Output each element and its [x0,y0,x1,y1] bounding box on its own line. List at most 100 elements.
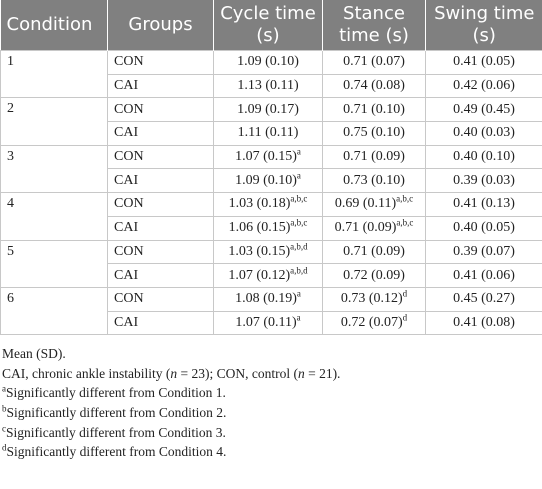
header-row: Condition Groups Cycle time (s) Stance time… [0,0,542,51]
value-text: 1.09 (0.10) [237,54,299,70]
superscript: a [296,312,301,323]
footnote-mark: a [2,383,6,394]
table-row: CAI 1.07 (0.12)a,b,d 0.72 (0.09) 0.41 (0.06… [1,263,542,288]
group-cell: CON [107,286,214,312]
table-body: 1 CON 1.09 (0.10) 0.71 (0.07) 0.41 (0.05) CAI… [0,49,542,336]
header-cell: Cycle time (s) [213,0,323,51]
value-text: 1.03 (0.18) [228,196,291,212]
value-text: 0.71 (0.09) [343,243,405,259]
footnote-text: Significantly different from Condition 3… [6,424,226,440]
value-text: 0.41 (0.05) [453,54,515,70]
header-cell: Groups [107,0,214,51]
value-cell: 0.71 (0.10) [322,97,426,123]
value-cell: 1.06 (0.15)a,b,c [213,215,323,241]
superscript: a,b,c [396,217,414,228]
value-text: 0.41 (0.13) [453,196,515,212]
condition-cell: 1 [0,49,108,99]
value-cell: 1.07 (0.11)a [213,310,323,336]
value-text: 1.13 (0.11) [237,78,299,94]
group-cell: CAI [107,263,214,288]
value-text: 1.07 (0.11) [235,314,297,330]
table-row: CAI 1.09 (0.10)a 0.73 (0.10) 0.39 (0.03) [1,168,542,194]
footnote-text: Mean (SD). [2,346,66,362]
superscript: a,b,c [290,217,308,228]
value-cell: 0.39 (0.03) [425,168,542,194]
group-cell: CAI [107,168,214,194]
value-text: 1.08 (0.19) [235,291,297,307]
value-cell: 1.03 (0.15)a,b,d [213,239,323,265]
value-cell: 1.07 (0.12)a,b,d [213,263,323,288]
group-cell: CAI [107,121,214,146]
group-cell: CON [107,239,214,265]
value-cell: 0.71 (0.07) [322,50,426,75]
table-row: CAI 1.07 (0.11)a 0.72 (0.07)d 0.41 (0.08) [1,310,542,336]
superscript: d [402,312,408,323]
condition-cell: 3 [0,144,108,194]
value-text: 0.74 (0.08) [343,78,405,94]
footnote-text: CAI, chronic ankle instability ( [2,365,171,381]
data-table: Condition Groups Cycle time (s) Stance time… [0,0,542,336]
table-row: 4 CON 1.03 (0.18)a,b,c 0.69 (0.11)a,b,c 0.41… [0,192,542,241]
value-cell: 0.40 (0.03) [425,121,542,146]
superscript: a,b,d [290,264,308,275]
value-cell: 1.13 (0.11) [213,73,323,99]
value-text: 0.49 (0.45) [453,101,515,117]
value-text: 1.06 (0.15) [228,220,291,236]
value-cell: 0.73 (0.10) [322,168,426,194]
value-text: 1.07 (0.15) [235,149,297,165]
superscript: a [296,170,301,181]
value-cell: 0.69 (0.11)a,b,c [322,192,426,217]
footnote-text: n [170,365,178,381]
footnote: cSignificantly different from Condition … [2,423,542,443]
value-text: 1.09 (0.10) [235,172,297,188]
value-cell: 0.40 (0.10) [425,144,542,170]
superscript: a,b,c [290,193,308,204]
group-cell: CAI [107,215,214,241]
value-text: 0.71 (0.09) [343,149,405,165]
value-text: 0.41 (0.06) [453,267,515,283]
value-cell: 0.41 (0.13) [425,192,542,217]
superscript: d [402,288,408,299]
value-text: 0.40 (0.03) [453,125,515,141]
value-text: 0.39 (0.07) [453,243,515,259]
value-text: 0.71 (0.07) [343,54,405,70]
table-row: 5 CON 1.03 (0.15)a,b,d 0.71 (0.09) 0.39 (0.0… [0,239,542,288]
condition-cell: 6 [0,286,108,336]
value-text: 0.72 (0.09) [343,267,405,283]
condition-cell: 4 [0,192,108,241]
value-text: 0.71 (0.10) [343,101,405,117]
header-cell: Stance time (s) [322,0,426,51]
value-cell: 0.71 (0.09) [322,144,426,170]
table-row: 3 CON 1.07 (0.15)a 0.71 (0.09) 0.40 (0.10) [0,144,542,194]
footnote-text: n [297,365,305,381]
value-cell: 0.40 (0.05) [425,215,542,241]
header-cell: Swing time (s) [425,0,542,51]
value-text: 0.75 (0.10) [343,125,405,141]
header-cell: Condition [0,0,108,51]
table-row: 6 CON 1.08 (0.19)a 0.73 (0.12)d 0.45 (0.27) [0,286,542,336]
value-text: 0.42 (0.06) [453,78,515,94]
value-cell: 0.41 (0.08) [425,310,542,336]
value-cell: 1.11 (0.11) [213,121,323,146]
footnote: CAI, chronic ankle instability (n = 23);… [2,364,542,384]
value-cell: 0.41 (0.06) [425,263,542,288]
condition-cell: 5 [0,239,108,288]
group-cell: CAI [107,73,214,99]
footnote-text: Significantly different from Condition 1… [6,385,226,401]
value-text: 0.71 (0.09) [334,220,397,236]
value-cell: 0.42 (0.06) [425,73,542,99]
value-cell: 1.09 (0.17) [213,97,323,123]
superscript: a [296,146,301,157]
value-cell: 0.72 (0.09) [322,263,426,288]
footnote-mark: d [2,442,7,453]
value-cell: 0.49 (0.45) [425,97,542,123]
condition-cell: 2 [0,97,108,146]
value-cell: 1.08 (0.19)a [213,286,323,312]
value-text: 0.73 (0.12) [340,291,403,307]
footnote-text: Significantly different from Condition 4… [6,444,227,460]
footnote-text: = 21). [304,365,341,381]
footnote: dSignificantly different from Condition … [2,442,542,462]
value-text: 0.69 (0.11) [334,196,397,212]
value-text: 0.73 (0.10) [343,172,405,188]
